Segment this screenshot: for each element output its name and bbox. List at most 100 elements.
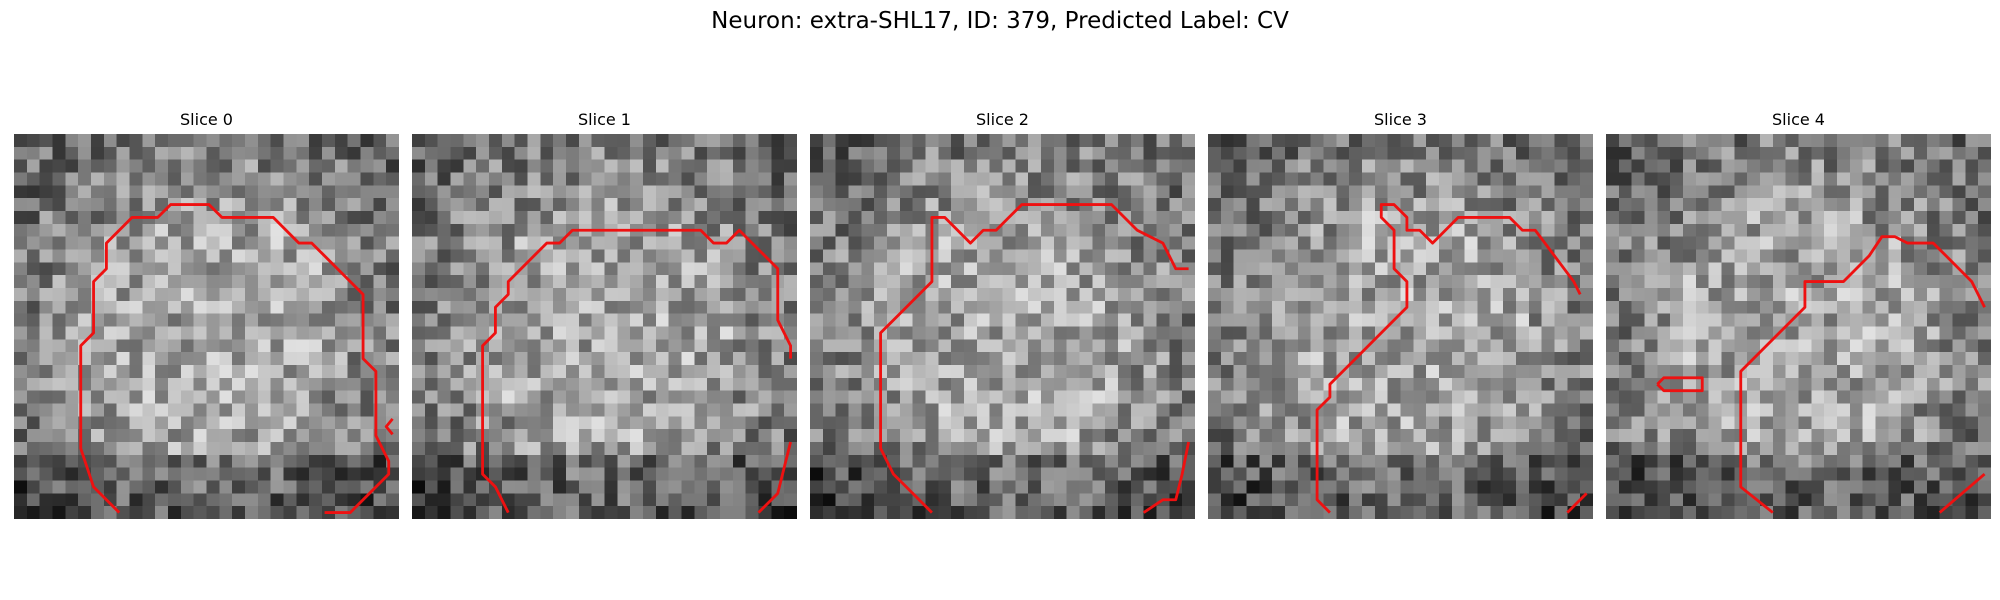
pixel [1041, 377, 1055, 391]
pixel [1015, 377, 1029, 391]
pixel [1079, 146, 1093, 160]
pixel [643, 211, 657, 225]
pixel [514, 493, 528, 507]
pixel [989, 403, 1003, 417]
pixel [1246, 339, 1260, 353]
pixel [1349, 262, 1363, 276]
pixel [283, 442, 297, 456]
pixel [1130, 313, 1144, 327]
pixel [155, 467, 169, 481]
pixel [604, 352, 618, 366]
pixel [1015, 467, 1029, 481]
pixel [450, 429, 464, 443]
pixel [39, 185, 53, 199]
pixel [1156, 429, 1170, 443]
pixel [1066, 134, 1080, 148]
pixel [758, 326, 772, 340]
pixel [1862, 403, 1876, 417]
pixel [1246, 185, 1260, 199]
pixel [1426, 352, 1440, 366]
pixel [1066, 326, 1080, 340]
pixel [386, 339, 399, 353]
pixel [1246, 300, 1260, 314]
pixel [887, 198, 901, 212]
pixel [1567, 172, 1581, 186]
pixel [1580, 300, 1593, 314]
pixel [501, 454, 515, 468]
pixel [103, 442, 117, 456]
pixel [758, 339, 772, 353]
pixel [1130, 390, 1144, 404]
pixel [283, 365, 297, 379]
pixel [1297, 339, 1311, 353]
pixel [1220, 211, 1234, 225]
pixel [360, 262, 374, 276]
pixel [322, 352, 336, 366]
pixel [617, 454, 631, 468]
pixel [476, 211, 490, 225]
pixel [168, 288, 182, 302]
pixel [861, 442, 875, 456]
pixel [1798, 262, 1812, 276]
pixel [514, 467, 528, 481]
pixel [1952, 211, 1966, 225]
pixel [707, 403, 721, 417]
pixel [155, 365, 169, 379]
pixel [745, 159, 759, 173]
pixel [1657, 172, 1671, 186]
pixel [540, 159, 554, 173]
pixel [822, 313, 836, 327]
pixel [694, 134, 708, 148]
pixel [1631, 416, 1645, 430]
pixel [745, 365, 759, 379]
pixel [1156, 313, 1170, 327]
pixel [1310, 198, 1324, 212]
pixel [1580, 365, 1593, 379]
pixel [103, 390, 117, 404]
pixel [1374, 159, 1388, 173]
pixel [758, 365, 772, 379]
pixel [412, 467, 426, 481]
pixel [1721, 416, 1735, 430]
pixel [463, 198, 477, 212]
pixel [1811, 454, 1825, 468]
pixel [1464, 442, 1478, 456]
pixel [245, 134, 259, 148]
pixel [668, 416, 682, 430]
pixel [1952, 236, 1966, 250]
pixel [630, 454, 644, 468]
pixel [1028, 442, 1042, 456]
pixel [1362, 326, 1376, 340]
pixel [1837, 300, 1851, 314]
pixel [1233, 159, 1247, 173]
pixel [771, 198, 785, 212]
pixel [694, 185, 708, 199]
pixel [78, 198, 92, 212]
pixel [232, 262, 246, 276]
pixel [976, 288, 990, 302]
pixel [1683, 339, 1697, 353]
pixel [578, 493, 592, 507]
pixel [1606, 506, 1620, 519]
pixel [193, 236, 207, 250]
pixel [732, 198, 746, 212]
pixel [1208, 198, 1222, 212]
pixel [1451, 493, 1465, 507]
pixel [1965, 198, 1979, 212]
pixel [1169, 146, 1183, 160]
pixel [463, 416, 477, 430]
pixel [180, 275, 194, 289]
pixel [257, 326, 271, 340]
pixel [1695, 211, 1709, 225]
pixel [1888, 288, 1902, 302]
contour-line-2 [1938, 473, 1986, 514]
pixel [1721, 493, 1735, 507]
pixel [437, 211, 451, 225]
pixel [65, 185, 79, 199]
pixel [527, 480, 541, 494]
pixel [1837, 223, 1851, 237]
pixel [1926, 198, 1940, 212]
pixel [1477, 506, 1491, 519]
pixel [591, 339, 605, 353]
pixel [566, 467, 580, 481]
